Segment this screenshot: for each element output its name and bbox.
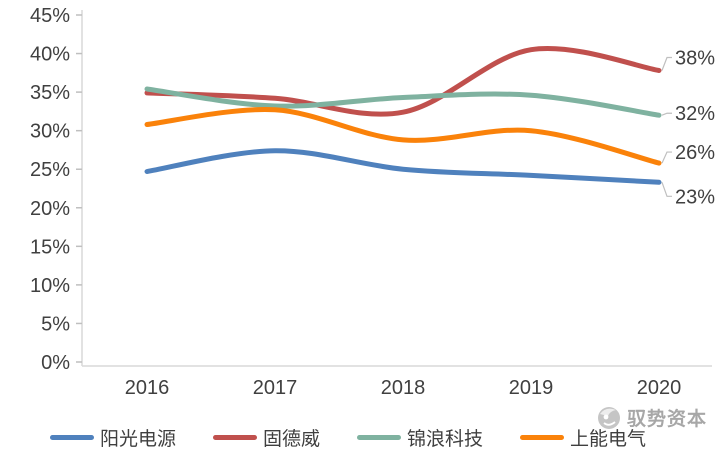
plot-area: 0% 5% 10% 15% 20% 25% 30% 35% 40% 45% 2016 2017 2018… (30, 5, 715, 399)
series-end-label: 38% (675, 48, 715, 70)
series-end-label: 32% (675, 103, 715, 125)
end-label-leader (661, 151, 672, 164)
x-axis-tick-label: 2019 (509, 377, 554, 399)
y-axis-tick-label: 45% (30, 5, 70, 27)
legend-marker-icon (520, 435, 565, 440)
series-line-4 (144, 107, 662, 166)
y-axis-tick-label: 40% (30, 44, 70, 66)
y-axis-tick-label: 25% (30, 159, 70, 181)
y-axis-tick-label: 0% (41, 352, 70, 374)
legend-item-2: 固德威 (213, 424, 320, 451)
series-end-label: 23% (675, 186, 715, 208)
legend-label: 锦浪科技 (407, 429, 484, 450)
y-axis-tick-label: 5% (41, 313, 70, 335)
y-axis-tick-label: 15% (30, 236, 70, 258)
legend-label: 固德威 (263, 429, 321, 450)
end-label-leader (661, 56, 672, 71)
y-axis-tick-label: 20% (30, 198, 70, 220)
x-axis-tick-label: 2018 (381, 377, 426, 399)
legend-label: 阳光电源 (100, 429, 177, 450)
y-axis-tick-label: 35% (30, 82, 70, 104)
x-axis-tick-label: 2016 (125, 377, 170, 399)
series-end-label: 26% (675, 142, 715, 164)
x-axis-tick-label: 2020 (637, 377, 682, 399)
x-axis-tick-label: 2017 (253, 377, 298, 399)
legend-marker-icon (357, 435, 402, 440)
end-label-leader (661, 182, 672, 197)
legend-marker-icon (50, 435, 94, 440)
legend-item-1: 阳光电源 (50, 424, 176, 451)
legend-item-4: 上能电气 (520, 424, 646, 451)
chart-legend: 阳光电源 固德威 锦浪科技 上能电气 (50, 424, 690, 451)
legend-item-3: 锦浪科技 (357, 424, 483, 451)
end-label-leader (661, 112, 672, 116)
series-line-1 (144, 148, 662, 185)
y-axis-tick-label: 10% (30, 275, 70, 297)
series-line-2 (144, 46, 662, 117)
legend-marker-icon (213, 435, 258, 440)
y-axis-tick-label: 30% (30, 121, 70, 143)
series-line-3 (144, 86, 662, 118)
legend-label: 上能电气 (570, 429, 647, 450)
